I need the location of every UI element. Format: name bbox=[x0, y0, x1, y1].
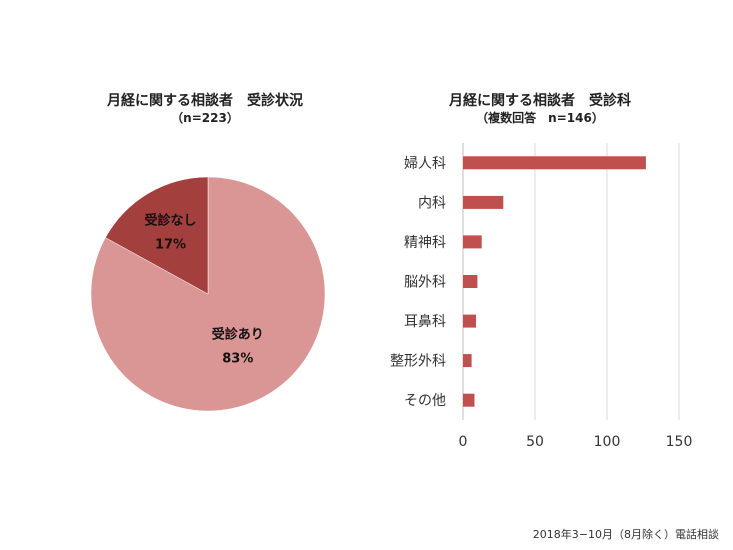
pie-slice-1 bbox=[105, 176, 209, 295]
bar-3 bbox=[463, 275, 478, 288]
bar-category-label-5: 整形外科 bbox=[390, 354, 446, 370]
pie-chart-title-block: 月経に関する相談者 受診状況 （n=223） bbox=[40, 92, 370, 126]
bar-category-label-4: 耳鼻科 bbox=[404, 313, 446, 330]
bar-1 bbox=[463, 195, 504, 209]
pie-slice-label-0: 受診あり bbox=[212, 326, 264, 342]
bar-category-label-1: 内科 bbox=[418, 195, 446, 211]
bar-5 bbox=[463, 354, 472, 368]
bar-chart-title-block: 月経に関する相談者 受診科 （複数回答 n=146） bbox=[370, 92, 710, 126]
bar-xtick-label-3: 150 bbox=[666, 434, 693, 450]
bar-0 bbox=[463, 156, 646, 170]
pie-slice-value-1: 17% bbox=[155, 238, 186, 253]
bar-category-label-2: 精神科 bbox=[404, 235, 446, 251]
bar-6 bbox=[463, 393, 475, 407]
bar-4 bbox=[463, 314, 476, 328]
bar-xtick-label-2: 100 bbox=[594, 434, 621, 450]
footer-note: 2018年3−10月（8月除く）電話相談 bbox=[532, 528, 719, 541]
bar-xtick-label-1: 50 bbox=[526, 434, 544, 450]
bar-chart-title: 月経に関する相談者 受診科 bbox=[449, 93, 631, 109]
pie-chart-subtitle: （n=223） bbox=[171, 111, 239, 125]
bar-2 bbox=[463, 235, 482, 249]
pie-slice-label-1: 受診なし bbox=[144, 213, 196, 229]
pie-slice-value-0: 83% bbox=[222, 351, 253, 366]
bar-chart-subtitle: （複数回答 n=146） bbox=[476, 111, 604, 125]
bar-category-label-0: 婦人科 bbox=[404, 155, 446, 172]
pie-chart-title: 月経に関する相談者 受診状況 bbox=[107, 93, 303, 109]
bar-xtick-label-0: 0 bbox=[459, 434, 468, 450]
bar-category-label-6: その他 bbox=[404, 393, 446, 409]
bar-category-label-3: 脳外科 bbox=[404, 275, 446, 291]
